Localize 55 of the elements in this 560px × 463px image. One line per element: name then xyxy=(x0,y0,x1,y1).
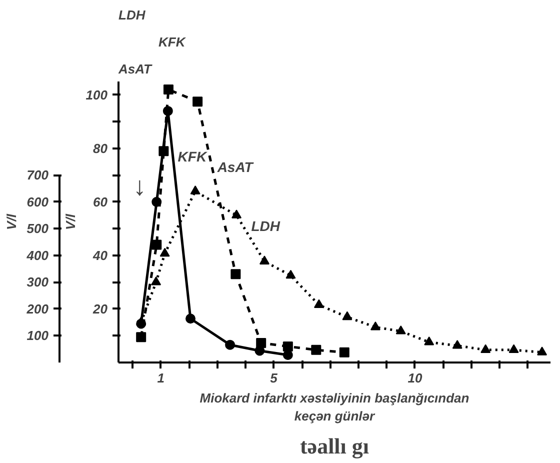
point xyxy=(232,210,242,218)
y-tick-label: 100 xyxy=(86,87,108,102)
y2-tick-label: 100 xyxy=(26,328,50,344)
y-tick-label: 40 xyxy=(92,248,108,263)
point xyxy=(424,336,434,346)
x-tick-label: 10 xyxy=(408,370,423,386)
series-label: LDH xyxy=(251,218,281,234)
point xyxy=(282,341,293,352)
y-tick-label: 80 xyxy=(93,140,108,156)
series-label: KFK xyxy=(178,148,208,164)
y-tick-label: 60 xyxy=(93,194,108,210)
y2-tick-label: 500 xyxy=(26,221,50,236)
x-tick-label: 1 xyxy=(157,370,164,386)
y-tick-label: 20 xyxy=(92,301,108,316)
point xyxy=(186,314,196,324)
point xyxy=(152,240,162,250)
point xyxy=(311,344,322,355)
point xyxy=(163,84,174,95)
point xyxy=(225,340,236,350)
point xyxy=(480,344,491,354)
point xyxy=(342,311,352,320)
y2-axis-title: V/l xyxy=(4,214,19,230)
y2-tick-label: 200 xyxy=(26,301,50,316)
point xyxy=(158,146,169,156)
point xyxy=(151,276,162,286)
y2-tick-label: 700 xyxy=(26,168,50,183)
text: LDH xyxy=(118,8,146,22)
point xyxy=(339,347,350,358)
point xyxy=(136,316,146,326)
y2-tick-label: 600 xyxy=(26,194,50,210)
point xyxy=(286,270,296,279)
point xyxy=(396,325,406,334)
y-axis-title: V/l xyxy=(62,214,78,230)
point xyxy=(192,96,203,107)
point xyxy=(190,186,200,194)
text: KFK xyxy=(158,34,187,50)
point xyxy=(160,248,170,257)
point xyxy=(314,299,324,308)
point xyxy=(282,350,293,360)
point xyxy=(259,256,270,264)
point xyxy=(230,269,241,280)
y2-tick-label: 300 xyxy=(26,274,50,290)
text: AsAT xyxy=(118,62,153,76)
point xyxy=(136,332,146,342)
point xyxy=(452,340,462,349)
x-tick-label: 5 xyxy=(270,370,278,386)
point xyxy=(256,338,266,348)
point xyxy=(508,344,519,354)
point xyxy=(537,346,548,356)
x-axis-title: Miokard infarktı xəstəliyinin başlanğıcından keçən günlər xyxy=(200,390,470,424)
series-label: AsAT xyxy=(216,159,254,176)
point xyxy=(370,321,380,330)
annotation: ↓ xyxy=(133,170,146,201)
text: təallı gı xyxy=(300,434,370,458)
y2-tick-label: 400 xyxy=(26,248,50,263)
